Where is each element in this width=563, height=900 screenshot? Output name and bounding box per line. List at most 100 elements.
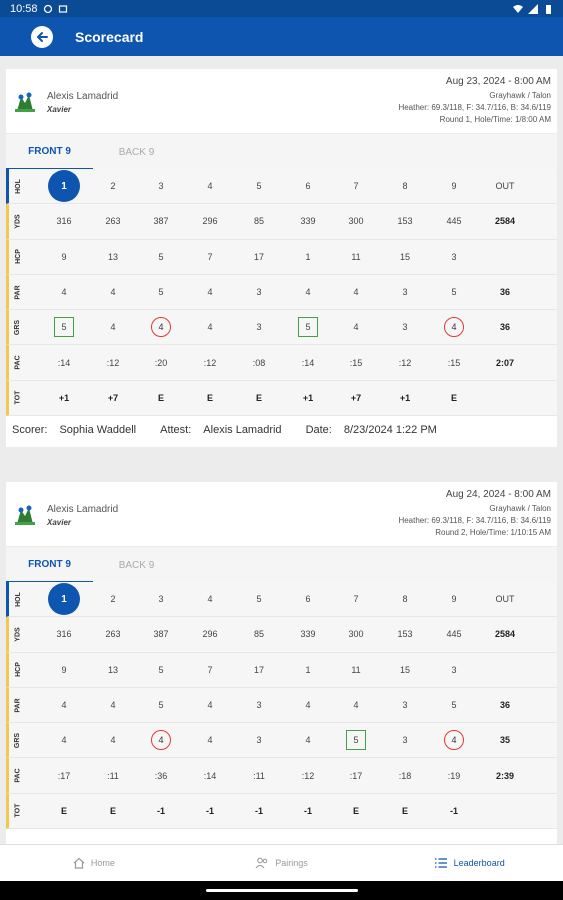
row-label: PAR	[9, 688, 27, 722]
score-cell: 3	[256, 700, 262, 711]
nav-pairings[interactable]: Pairings	[188, 845, 376, 881]
score-cell: 5	[336, 723, 376, 757]
score-cell: :19	[447, 770, 461, 781]
score-cell: 153	[397, 629, 413, 640]
tab-back-9[interactable]: BACK 9	[118, 146, 155, 158]
score-cell: 4	[110, 700, 116, 711]
scorecard-round-2: Alexis Lamadrid Xavier Aug 24, 2024 - 8:…	[6, 482, 557, 844]
card-header: Alexis Lamadrid Xavier Aug 23, 2024 - 8:…	[6, 69, 557, 133]
score-cell: 263	[105, 216, 121, 227]
score-row-hcp: HCP 9 13 5 7 17 1 11 15 3	[6, 239, 557, 275]
score-cell: 9	[61, 251, 67, 262]
score-cell: 2	[110, 594, 116, 605]
date-label: Date:	[305, 424, 332, 437]
score-cell: -1	[449, 805, 458, 816]
score-cell: 36	[499, 287, 510, 298]
nine-tabs: FRONT 9 BACK 9	[6, 133, 557, 170]
score-cell: E	[255, 392, 262, 403]
score-cell: 5	[451, 287, 457, 298]
score-cell: 4	[110, 322, 116, 333]
status-time: 10:58	[10, 2, 38, 15]
score-cell: 13	[107, 664, 118, 675]
row-label-text: PAC	[14, 768, 22, 783]
bogey-square: 5	[346, 730, 366, 751]
score-cell: 8	[402, 181, 408, 192]
score-cell: 5	[158, 251, 164, 262]
scorer-value: Sophia Waddell	[59, 424, 137, 437]
score-cell: 445	[446, 216, 462, 227]
current-hole-marker[interactable]: 1	[48, 170, 80, 203]
tab-front-9[interactable]: FRONT 9	[6, 134, 93, 170]
over-par-circle: 4	[151, 317, 171, 338]
score-cell: -1	[205, 805, 214, 816]
score-cell: 13	[107, 251, 118, 262]
score-cell: +1	[302, 392, 314, 403]
screenshot-icon	[58, 4, 67, 13]
row-label: HCP	[9, 240, 27, 274]
score-cell: E	[401, 805, 408, 816]
score-cell: 263	[105, 629, 121, 640]
score-cell: OUT	[495, 181, 515, 192]
wifi-icon	[513, 4, 523, 13]
score-cell: +7	[350, 392, 362, 403]
row-label: HCP	[9, 653, 27, 687]
score-row-grs: GRS 4 4 4 4 3 4 5 3 4 35	[6, 723, 557, 759]
nine-tabs: FRONT 9 BACK 9	[6, 546, 557, 583]
score-cell: 11	[351, 664, 361, 675]
score-cell: :12	[301, 770, 315, 781]
score-row-yds: YDS 316 263 387 296 85 339 300 153 445 2584	[6, 617, 557, 653]
row-label: PAC	[9, 345, 27, 379]
arrow-left-icon	[37, 31, 48, 42]
nav-leaderboard[interactable]: Leaderboard	[375, 845, 563, 881]
score-cell: 5	[256, 594, 262, 605]
row-label-text: YDS	[14, 214, 22, 229]
score-row-tot: TOT +1 +7 E E E +1 +7 +1 E	[6, 380, 557, 417]
scorecard-list[interactable]: Alexis Lamadrid Xavier Aug 23, 2024 - 8:…	[0, 56, 563, 844]
row-label: PAR	[9, 275, 27, 309]
course-name: Grayhawk / Talon	[489, 91, 551, 100]
score-cell: 9	[61, 664, 67, 675]
row-label-text: HOL	[14, 591, 22, 607]
score-cell: 3	[402, 322, 408, 333]
row-label-text: PAC	[14, 355, 22, 370]
bogey-square: 5	[298, 317, 318, 338]
score-cell: :17	[57, 770, 71, 781]
current-hole-marker[interactable]: 1	[48, 583, 80, 616]
score-cell: 296	[202, 216, 218, 227]
status-bar: 10:58	[0, 0, 563, 17]
bogey-square: 5	[54, 317, 74, 338]
nav-home[interactable]: Home	[0, 845, 188, 881]
score-row-pac: PAC:17:11:36:14:11:12:17:18:19 2:39	[6, 758, 557, 794]
nav-leaderboard-label: Leaderboard	[453, 858, 505, 868]
score-cell: 316	[56, 629, 72, 640]
score-cell: :14	[203, 770, 217, 781]
tab-back-9[interactable]: BACK 9	[118, 559, 155, 571]
score-cell: 2	[110, 181, 116, 192]
score-cell: 3	[451, 251, 457, 262]
score-cell: :08	[252, 357, 266, 368]
signature-row: Scorer: Sophia Waddell Attest: Alexis La…	[6, 416, 557, 445]
row-label: HOL	[9, 582, 27, 616]
tee-info: Heather: 69.3/118, F: 34.7/116, B: 34.6/…	[398, 103, 551, 112]
score-cell: 445	[446, 629, 462, 640]
score-cell: 7	[353, 594, 359, 605]
score-cell: E	[206, 392, 213, 403]
tab-front-9[interactable]: FRONT 9	[6, 547, 93, 583]
score-cell: :17	[349, 770, 363, 781]
score-cell: E	[109, 805, 116, 816]
row-label-text: HCP	[14, 662, 22, 678]
score-cell: 4	[434, 310, 474, 344]
score-cell: OUT	[495, 594, 515, 605]
row-label-text: GRS	[14, 732, 22, 748]
score-cell: 4	[434, 723, 474, 757]
score-cell: 5	[256, 181, 262, 192]
gesture-handle[interactable]	[205, 889, 358, 892]
card-header: Alexis Lamadrid Xavier Aug 24, 2024 - 8:…	[6, 482, 557, 546]
round-date: Aug 24, 2024 - 8:00 AM	[445, 489, 551, 500]
back-button[interactable]	[31, 25, 53, 48]
score-cell: 4	[305, 287, 311, 298]
score-cell: 4	[207, 181, 213, 192]
score-cell: 4	[207, 287, 213, 298]
score-cell: 5	[158, 287, 164, 298]
score-cell: 4	[61, 735, 67, 746]
